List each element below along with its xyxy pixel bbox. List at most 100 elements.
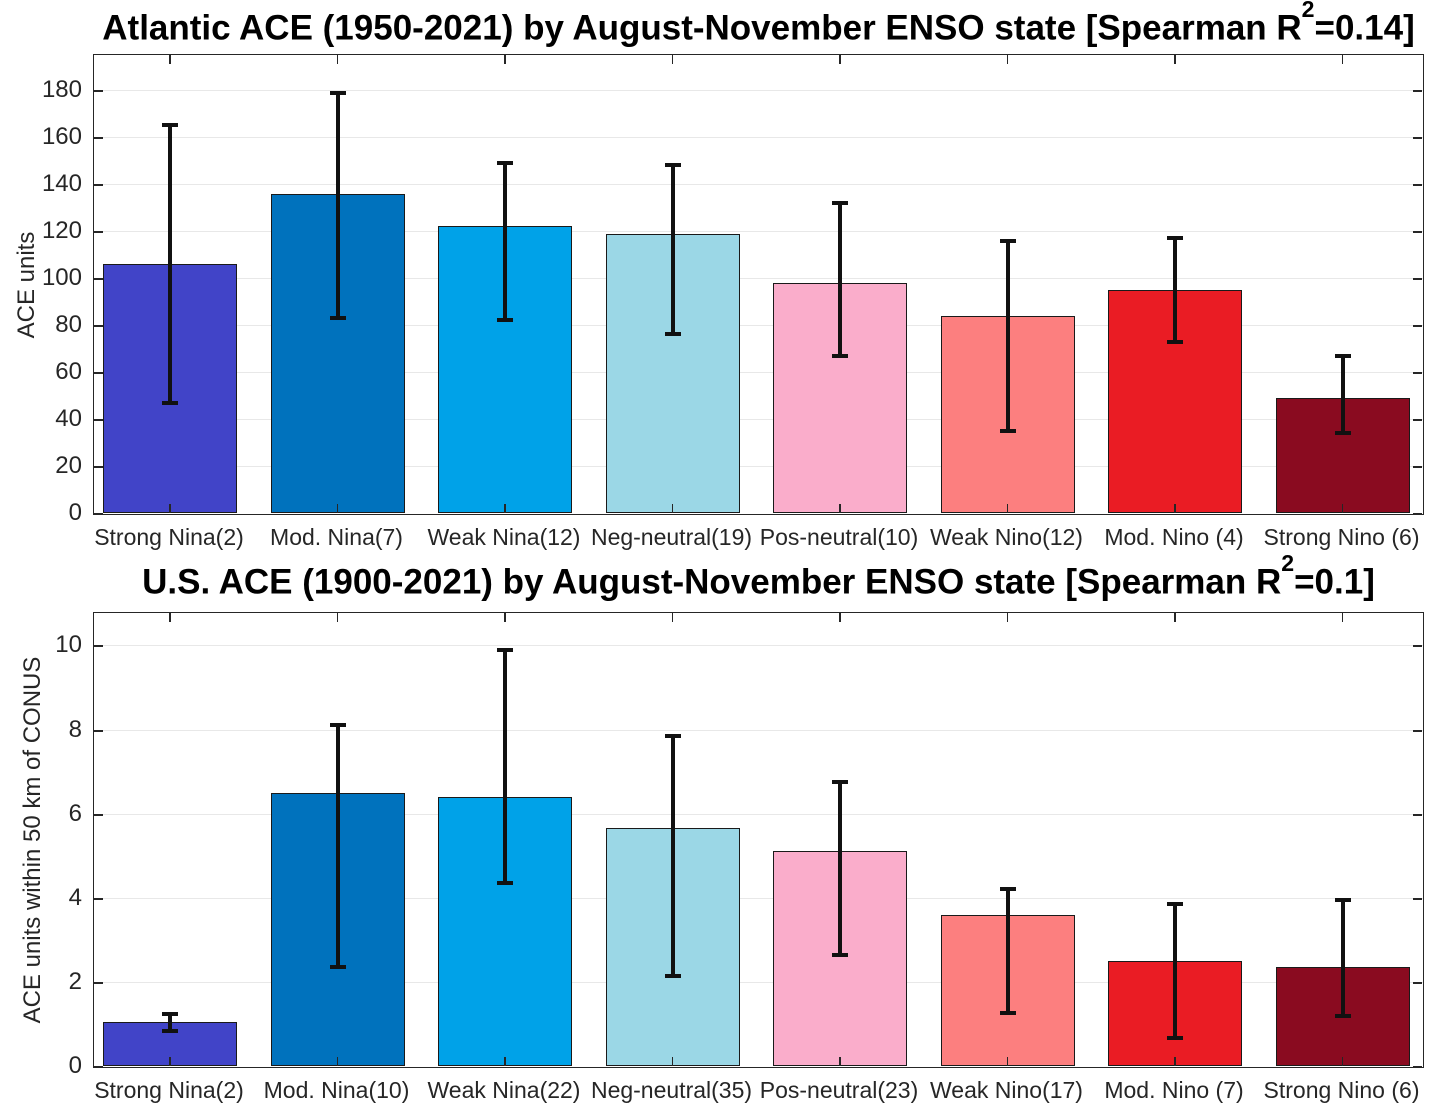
y-tick-mark bbox=[94, 90, 103, 92]
error-bar-line bbox=[335, 725, 340, 968]
gridline bbox=[94, 730, 1423, 731]
error-bar-cap bbox=[832, 780, 848, 785]
error-bar-cap bbox=[999, 1011, 1016, 1016]
y-tick-mark bbox=[94, 419, 103, 421]
error-bar-cap bbox=[664, 973, 681, 978]
gridline bbox=[94, 814, 1423, 815]
x-tick-label: Mod. Nino (4) bbox=[1104, 524, 1244, 550]
error-bar-cap bbox=[999, 238, 1016, 243]
chart-title-us: U.S. ACE (1900-2021) by August-November … bbox=[93, 550, 1424, 603]
error-bar-line bbox=[1173, 238, 1177, 342]
y-tick-label: 6 bbox=[68, 800, 82, 827]
error-bar-line bbox=[838, 782, 842, 955]
gridline bbox=[94, 466, 1423, 467]
x-tick-label: Pos-neutral(23) bbox=[759, 1077, 919, 1103]
y-tick-label: 60 bbox=[55, 358, 82, 385]
y-tick-label: 160 bbox=[41, 123, 82, 150]
y-tick-label: 100 bbox=[41, 264, 82, 291]
gridline bbox=[94, 184, 1423, 185]
error-bar-cap bbox=[1167, 236, 1183, 241]
error-bar-cap bbox=[162, 1011, 178, 1016]
plot-area-us bbox=[93, 612, 1424, 1068]
gridline bbox=[94, 372, 1423, 373]
y-tick-label: 140 bbox=[41, 170, 82, 197]
x-tick-mark-top bbox=[671, 55, 674, 64]
y-tick-mark bbox=[1413, 372, 1422, 374]
error-bar-cap bbox=[664, 163, 681, 168]
y-tick-label: 180 bbox=[41, 76, 82, 103]
gridline bbox=[94, 231, 1423, 232]
x-tick-label: Strong Nina(2) bbox=[94, 524, 244, 550]
chart-title-atlantic: Atlantic ACE (1950-2021) by August-Novem… bbox=[93, 0, 1424, 49]
x-tick-label: Strong Nino (6) bbox=[1263, 1077, 1420, 1103]
x-tick-mark-bottom bbox=[671, 1057, 674, 1066]
error-bar-line bbox=[168, 1013, 172, 1031]
x-tick-mark-top bbox=[839, 55, 841, 64]
x-tick-mark-bottom bbox=[1341, 1057, 1344, 1066]
x-tick-label: Neg-neutral(35) bbox=[590, 1077, 753, 1103]
error-bar-cap bbox=[1334, 1014, 1351, 1019]
gridline bbox=[94, 645, 1423, 646]
y-tick-mark bbox=[1413, 1066, 1422, 1068]
gridline bbox=[94, 898, 1423, 899]
x-tick-mark-bottom bbox=[504, 504, 506, 513]
y-tick-mark bbox=[1413, 419, 1422, 421]
y-tick-mark bbox=[94, 1066, 103, 1068]
x-tick-mark-top bbox=[1341, 613, 1344, 622]
x-tick-mark-top bbox=[169, 55, 171, 64]
y-tick-label: 10 bbox=[55, 631, 82, 658]
error-bar-cap bbox=[497, 318, 513, 323]
error-bar-line bbox=[503, 163, 507, 321]
error-bar-cap bbox=[497, 881, 513, 886]
error-bar-line bbox=[838, 202, 842, 356]
x-tick-mark-top bbox=[839, 613, 841, 622]
x-tick-mark-top bbox=[336, 613, 339, 622]
title-superscript: 2 bbox=[1281, 549, 1295, 576]
y-tick-mark bbox=[94, 982, 103, 984]
x-tick-mark-bottom bbox=[1341, 504, 1344, 513]
y-tick-mark bbox=[94, 184, 103, 186]
error-bar-line bbox=[503, 649, 507, 884]
error-bar-cap bbox=[329, 965, 346, 970]
y-tick-label: 8 bbox=[68, 716, 82, 743]
gridline bbox=[94, 982, 1423, 983]
y-tick-label: 120 bbox=[41, 217, 82, 244]
x-tick-mark-bottom bbox=[1174, 504, 1176, 513]
y-tick-mark bbox=[94, 278, 103, 280]
y-tick-mark bbox=[94, 898, 103, 900]
y-tick-mark bbox=[1413, 184, 1422, 186]
y-tick-mark bbox=[94, 814, 103, 816]
error-bar-line bbox=[670, 735, 675, 976]
error-bar-cap bbox=[329, 90, 346, 95]
x-tick-mark-bottom bbox=[504, 1057, 506, 1066]
x-tick-label: Mod. Nino (7) bbox=[1104, 1077, 1244, 1103]
y-tick-mark bbox=[94, 325, 103, 327]
error-bar-line bbox=[670, 165, 675, 335]
error-bar-cap bbox=[999, 887, 1016, 892]
x-tick-label: Mod. Nina(7) bbox=[270, 524, 403, 550]
error-bar-line bbox=[1005, 889, 1010, 1014]
x-tick-mark-bottom bbox=[839, 1057, 841, 1066]
y-tick-mark bbox=[1413, 513, 1422, 515]
error-bar-line bbox=[335, 92, 340, 319]
y-tick-label: 80 bbox=[55, 311, 82, 338]
y-tick-mark bbox=[94, 645, 103, 647]
error-bar-cap bbox=[162, 1028, 178, 1033]
gridline bbox=[94, 278, 1423, 279]
y-tick-mark bbox=[94, 231, 103, 233]
error-bar-line bbox=[1340, 899, 1345, 1017]
error-bar-cap bbox=[832, 952, 848, 957]
title-text: U.S. ACE (1900-2021) by August-November … bbox=[142, 562, 1282, 602]
error-bar-line bbox=[1340, 355, 1345, 434]
x-tick-mark-top bbox=[169, 613, 171, 622]
x-tick-label: Weak Nino(17) bbox=[930, 1077, 1083, 1103]
title-text-suffix: =0.14] bbox=[1314, 8, 1415, 48]
x-tick-mark-top bbox=[504, 55, 506, 64]
y-tick-mark bbox=[1413, 137, 1422, 139]
x-tick-mark-bottom bbox=[1006, 1057, 1009, 1066]
y-tick-label: 40 bbox=[55, 405, 82, 432]
error-bar-cap bbox=[1334, 897, 1351, 902]
gridline bbox=[94, 325, 1423, 326]
error-bar-cap bbox=[999, 428, 1016, 433]
